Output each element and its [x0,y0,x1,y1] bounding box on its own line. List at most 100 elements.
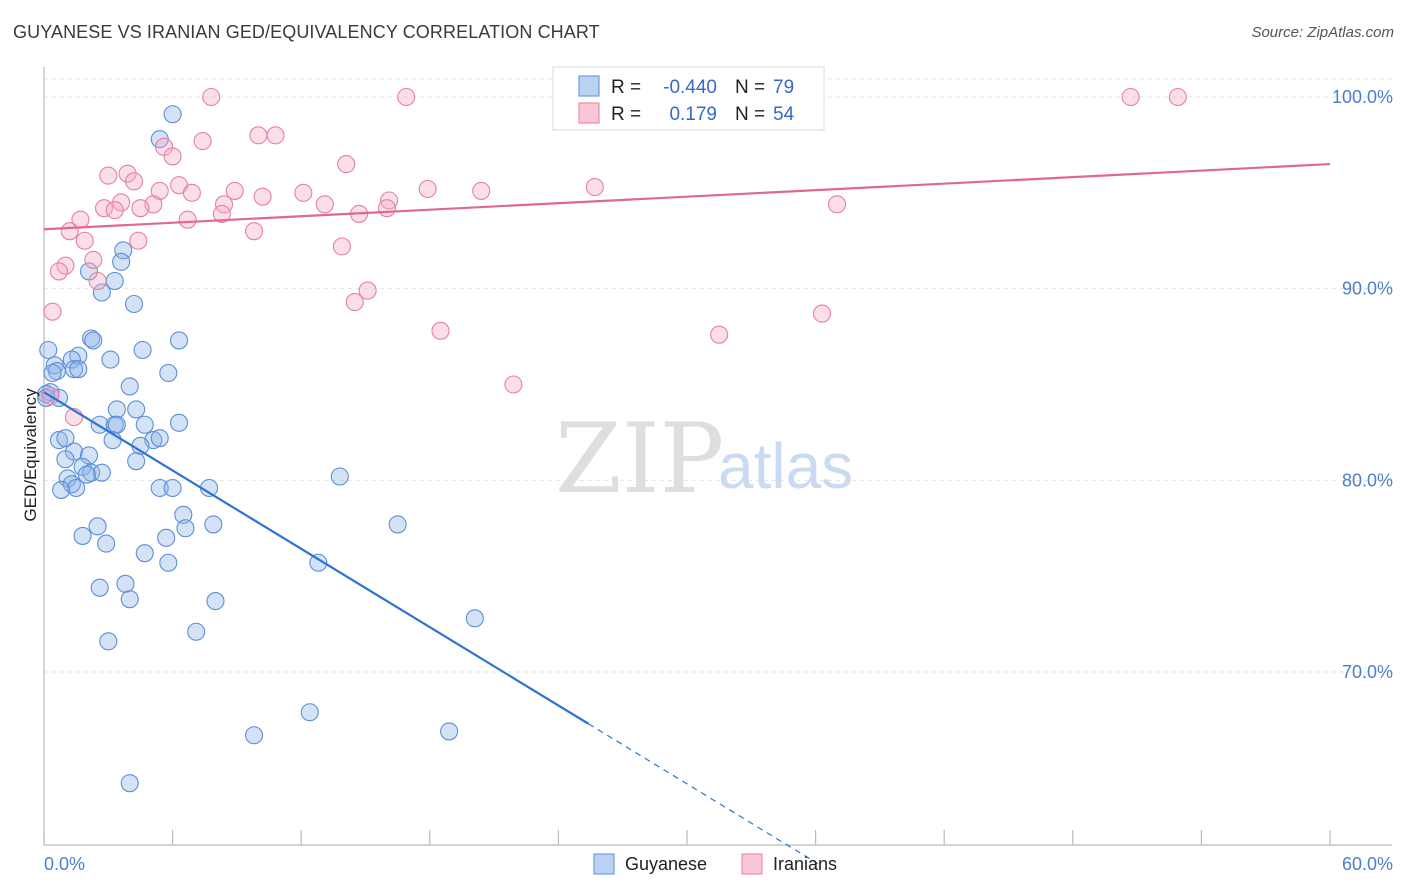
point-iranians [212,204,231,223]
point-guyanese [84,331,103,350]
point-iranians [418,179,437,199]
point-iranians [84,250,103,269]
data-points [37,87,1187,793]
point-iranians [377,199,396,218]
point-iranians [380,191,399,210]
point-iranians [337,155,356,174]
point-guyanese [116,574,135,593]
point-iranians [75,231,94,250]
point-iranians [253,187,272,206]
gridlines [44,78,1392,673]
point-guyanese [69,360,88,379]
point-guyanese [300,703,319,722]
point-iranians [431,321,450,340]
point-guyanese [112,252,131,271]
chart-title: GUYANESE VS IRANIAN GED/EQUIVALENCY CORR… [13,22,600,42]
point-iranians [1121,87,1140,107]
legend-r-label-iranians: R = [611,104,641,125]
point-guyanese [206,592,225,611]
point-guyanese [388,515,407,534]
watermark: ZIP atlas [555,403,853,515]
point-iranians [118,164,137,183]
legend-box: R = -0.440 N = 79 R = 0.179 N = 54 [552,66,825,131]
point-guyanese [56,429,75,448]
point-guyanese [169,413,189,432]
x-tick-max: 60.0% [1342,854,1393,874]
point-iranians [812,304,832,323]
point-guyanese [77,465,96,484]
point-iranians [827,195,847,214]
point-guyanese [97,534,116,553]
point-iranians [129,231,148,250]
point-iranians [112,193,131,212]
point-guyanese [56,450,75,469]
legend-r-label-guyanese: R = [611,77,641,98]
axes [43,67,1392,846]
point-iranians [266,126,285,145]
point-iranians [294,183,313,202]
point-guyanese [90,578,109,597]
trend-line-guyanese [43,391,589,725]
point-iranians [105,201,124,220]
y-tick-label: 70.0% [1342,662,1393,682]
point-iranians [49,262,69,281]
y-axis-label: GED/Equivalency [21,388,40,522]
y-tick-label: 80.0% [1342,470,1393,490]
point-guyanese [39,340,58,360]
legend-n-label-iranians: N = [735,104,765,125]
legend-r-value-guyanese: -0.440 [663,77,717,98]
point-guyanese [52,480,71,499]
legend-n-value-iranians: 54 [773,104,795,125]
legend-n-label-guyanese: N = [735,77,765,98]
point-iranians [131,199,150,218]
point-iranians [249,126,268,145]
point-iranians [99,166,118,185]
bottom-legend: Guyanese Iranians [593,853,837,875]
point-iranians [88,271,107,291]
y-tick-label: 100.0% [1332,87,1393,107]
point-iranians [202,87,221,107]
point-iranians [60,222,79,241]
point-guyanese [176,519,195,538]
watermark-zip: ZIP [555,403,724,515]
point-guyanese [159,553,178,572]
point-guyanese [133,340,152,360]
point-guyanese [157,528,176,547]
point-guyanese [67,478,86,498]
point-iranians [43,302,62,321]
point-guyanese [120,377,139,396]
point-guyanese [107,400,126,419]
point-iranians [472,181,491,200]
legend-r-value-iranians: 0.179 [669,104,717,125]
bottom-legend-iranians: Iranians [773,854,837,874]
point-guyanese [120,774,139,793]
y-tick-label: 90.0% [1342,279,1393,299]
point-guyanese [440,722,459,741]
legend-swatch-iranians [578,102,600,124]
point-iranians [163,147,182,166]
y-tick-labels: 100.0% 90.0% 80.0% 70.0% [1332,87,1393,682]
point-guyanese [163,105,182,124]
point-guyanese [163,478,182,498]
point-guyanese [169,331,189,350]
point-guyanese [88,517,107,536]
point-guyanese [465,609,484,628]
point-guyanese [92,283,111,302]
point-guyanese [330,467,349,486]
point-iranians [332,237,351,256]
point-iranians [710,325,729,344]
point-iranians [315,195,334,214]
trend-lines [43,162,1331,865]
point-guyanese [99,632,118,651]
source-label: Source: ZipAtlas.com [1251,24,1394,41]
trend-extension-guyanese [588,723,819,865]
point-guyanese [174,505,193,524]
point-guyanese [150,478,169,498]
point-iranians [358,281,377,300]
trend-line-iranians [43,162,1331,231]
point-guyanese [49,431,69,450]
point-guyanese [127,452,146,471]
point-guyanese [101,350,120,369]
point-iranians [345,293,364,312]
